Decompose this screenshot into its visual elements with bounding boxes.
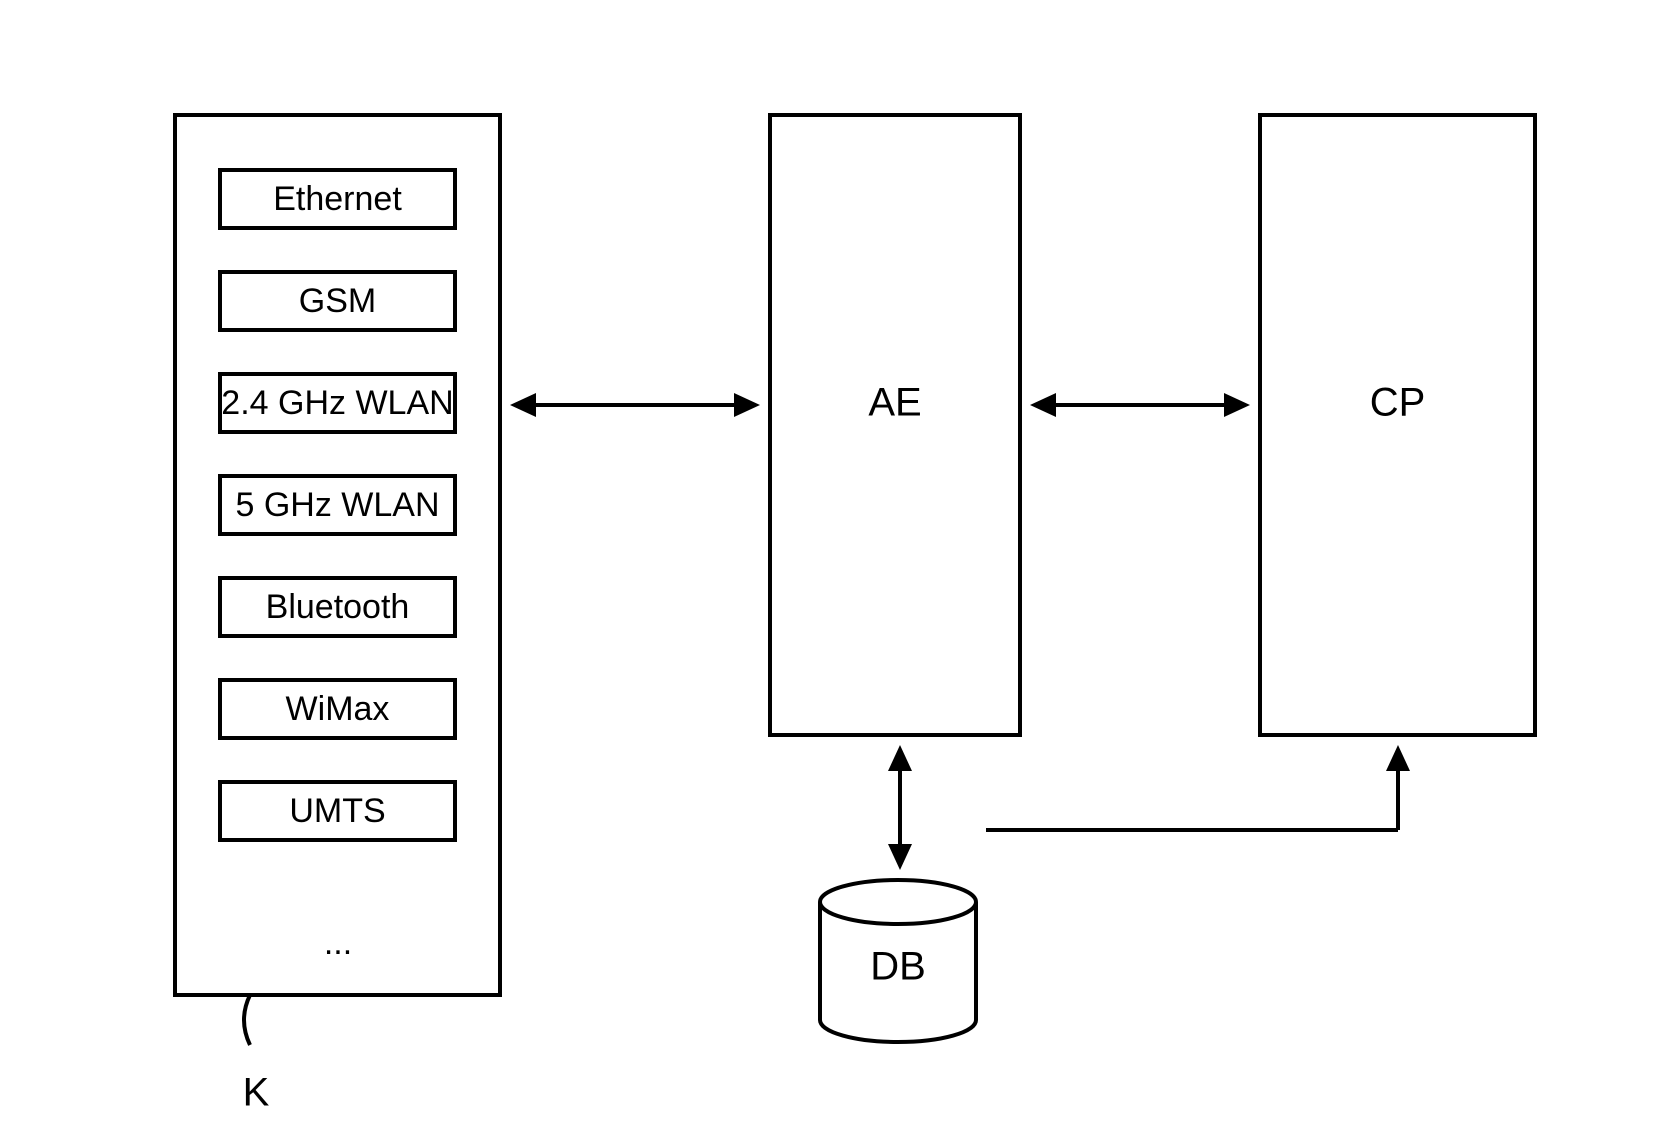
ae-label: AE xyxy=(868,381,921,425)
block-cp xyxy=(1260,115,1535,735)
arrow-cp-db xyxy=(986,769,1398,830)
k-item-label-2: 2.4 GHz WLAN xyxy=(221,384,453,422)
block-k-outer xyxy=(175,115,500,995)
k-item-label-1: GSM xyxy=(299,282,376,320)
k-item-label-0: Ethernet xyxy=(273,180,402,218)
k-item-label-3: 5 GHz WLAN xyxy=(235,486,439,524)
k-tick xyxy=(244,995,250,1045)
k-item-label-5: WiMax xyxy=(286,690,390,728)
k-label: K xyxy=(243,1071,270,1115)
block-ae xyxy=(770,115,1020,735)
k-ellipsis: ... xyxy=(324,924,352,962)
k-item-label-4: Bluetooth xyxy=(266,588,410,626)
db-label: DB xyxy=(870,945,926,989)
k-item-label-6: UMTS xyxy=(289,792,385,830)
cp-label: CP xyxy=(1370,381,1426,425)
